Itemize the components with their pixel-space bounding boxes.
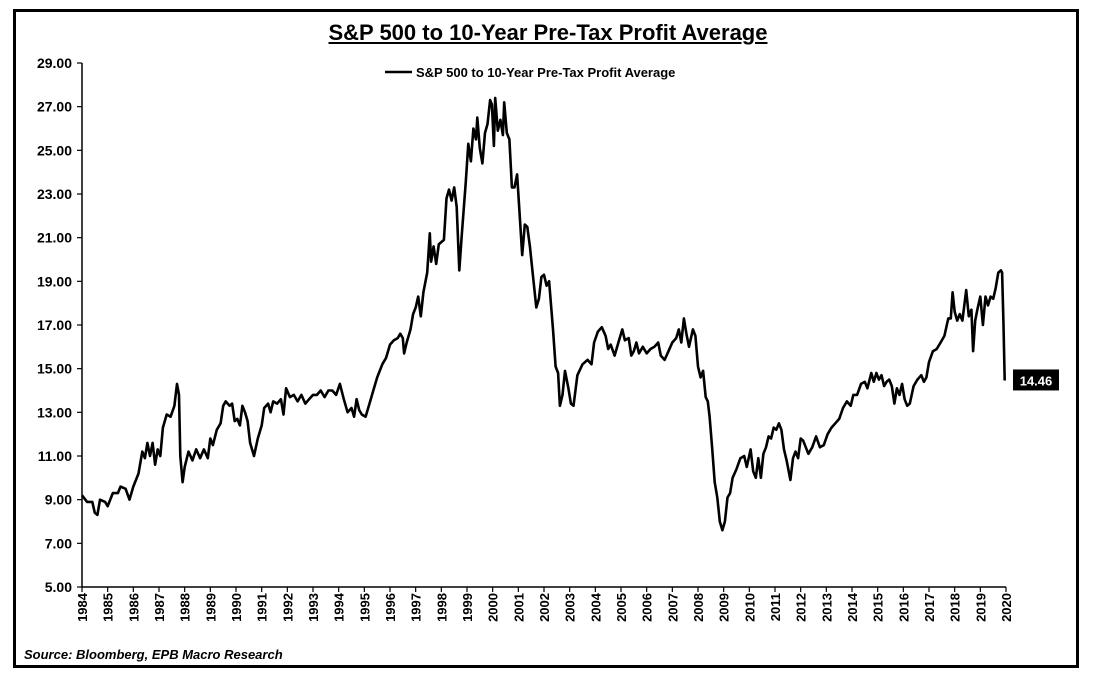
x-tick-label: 2005 [614,593,629,622]
x-tick-label: 2014 [845,592,860,622]
x-tick-label: 2008 [691,593,706,622]
x-tick-label: 1992 [280,593,295,622]
y-tick-label: 13.00 [37,404,72,420]
y-tick-label: 27.00 [37,99,72,115]
x-tick-label: 1994 [332,592,347,622]
x-tick-label: 2018 [948,593,963,622]
y-tick-label: 21.00 [37,230,72,246]
y-tick-label: 17.00 [37,317,72,333]
x-tick-label: 2002 [537,593,552,622]
y-tick-label: 23.00 [37,186,72,202]
x-tick-label: 2016 [896,593,911,622]
y-tick-label: 9.00 [45,492,72,508]
x-tick-label: 1985 [101,593,116,622]
x-tick-label: 2011 [768,593,783,621]
x-tick-label: 2003 [563,593,578,622]
x-tick-label: 1984 [75,592,90,622]
x-tick-label: 1986 [126,593,141,622]
x-tick-label: 1988 [178,593,193,622]
x-tick-label: 1999 [460,593,475,622]
legend-label: S&P 500 to 10-Year Pre-Tax Profit Averag… [416,65,675,80]
x-tick-label: 2020 [999,593,1014,622]
y-tick-label: 11.00 [38,448,72,464]
source-note: Source: Bloomberg, EPB Macro Research [24,647,283,662]
series-line [80,96,1006,532]
last-value-label: 14.46 [1020,373,1053,388]
x-tick-label: 2007 [665,593,680,622]
x-tick-label: 1989 [203,593,218,622]
x-tick-label: 2009 [717,593,732,622]
x-tick-label: 2015 [871,593,886,622]
x-tick-label: 2000 [486,593,501,622]
x-tick-label: 2013 [819,593,834,622]
x-tick-label: 1990 [229,593,244,622]
x-tick-label: 2004 [588,592,603,622]
x-tick-label: 2017 [922,593,937,622]
y-tick-label: 5.00 [45,579,72,595]
y-tick-label: 25.00 [37,142,72,158]
x-tick-label: 1995 [357,593,372,622]
x-tick-label: 1993 [306,593,321,622]
x-tick-label: 2012 [794,593,809,622]
x-tick-label: 2001 [511,593,526,622]
chart-frame [13,9,1079,668]
chart-title: S&P 500 to 10-Year Pre-Tax Profit Averag… [328,20,768,45]
y-tick-label: 19.00 [37,273,72,289]
y-tick-label: 15.00 [37,361,72,377]
y-tick-label: 29.00 [37,55,72,71]
x-tick-label: 1996 [383,593,398,622]
x-tick-label: 1991 [255,593,270,622]
x-tick-label: 2006 [640,593,655,622]
y-tick-label: 7.00 [45,535,72,551]
x-tick-label: 2019 [973,593,988,622]
x-tick-label: 1987 [152,593,167,622]
x-tick-label: 1998 [434,593,449,622]
x-tick-label: 2010 [742,593,757,622]
last-value-badge [1013,369,1059,391]
x-tick-label: 1997 [409,593,424,622]
